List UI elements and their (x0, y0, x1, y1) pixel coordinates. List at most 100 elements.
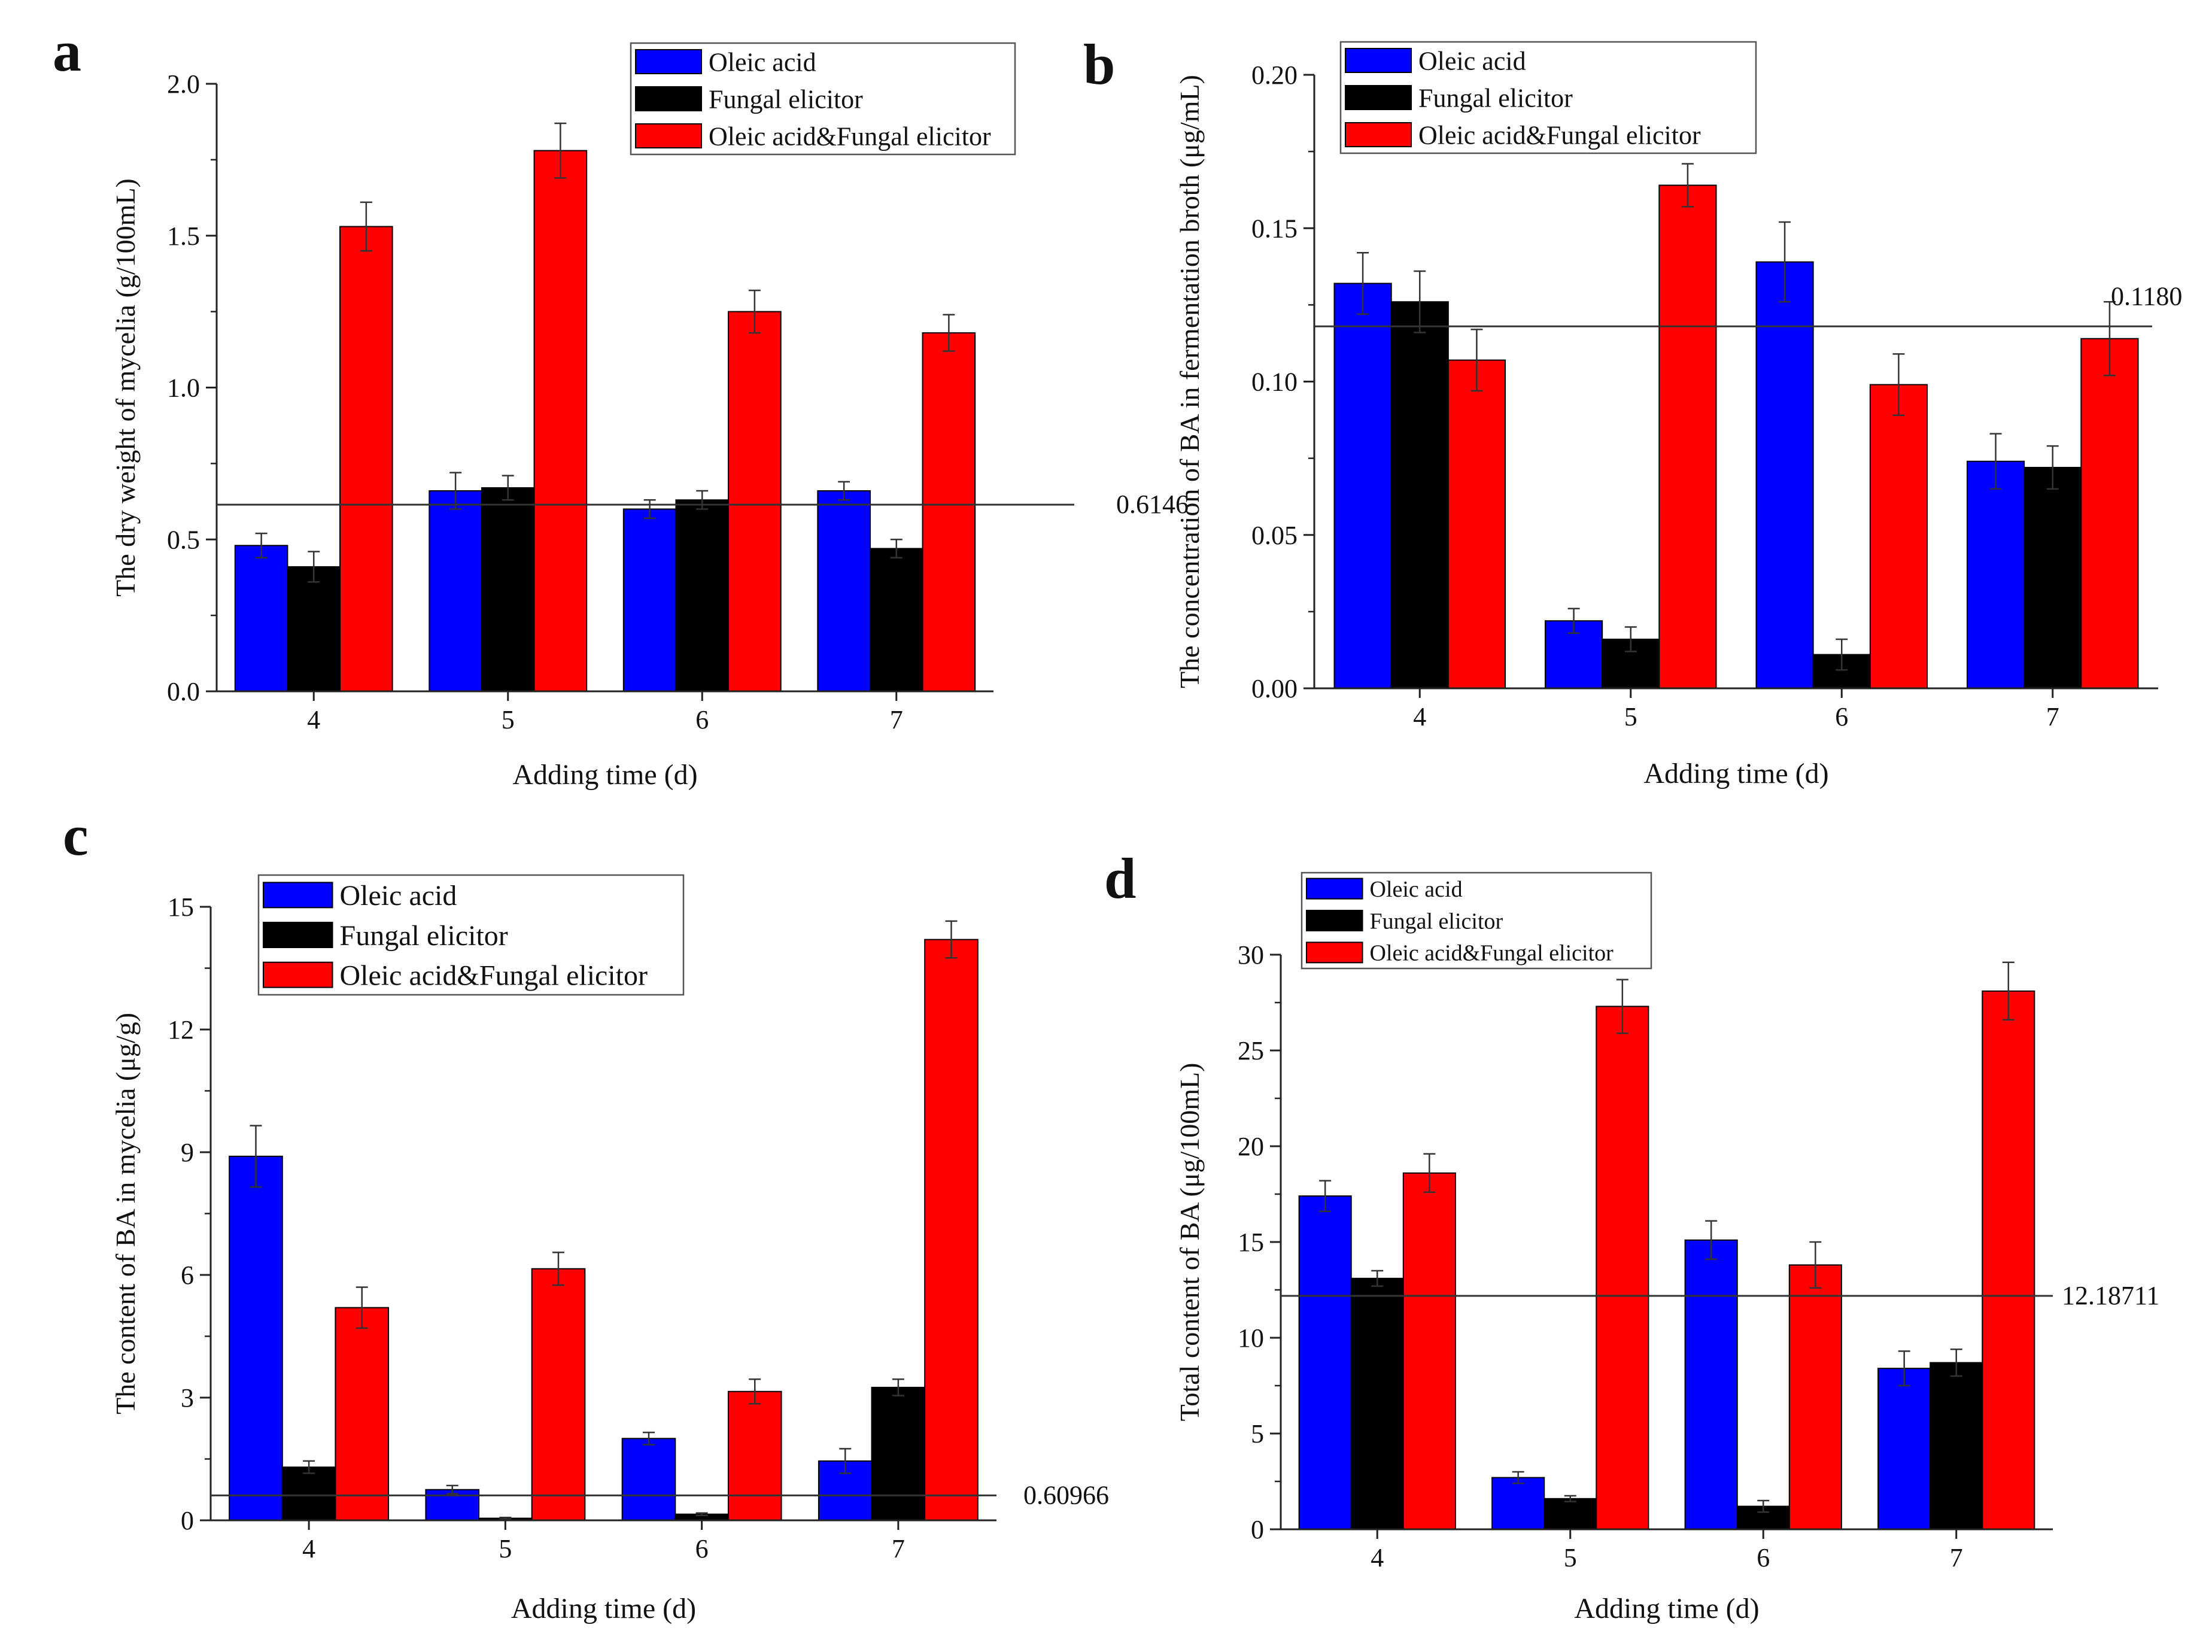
error-bar-oleic-acid-5 (1512, 1471, 1524, 1484)
bar-oleic-fungal-6 (727, 1390, 782, 1521)
bar-oleic-acid-4 (229, 1155, 283, 1522)
bar-oleic-fungal-7 (922, 332, 976, 692)
bar-oleic-acid-7 (818, 1460, 873, 1522)
error-bar-oleic-fungal-5 (1681, 163, 1694, 208)
y-tick-label: 6 (181, 1261, 194, 1290)
legend-label-oleic-fungal: Oleic acid&Fungal elicitor (1418, 120, 1701, 150)
error-bar-oleic-acid-6 (1779, 221, 1791, 303)
error-bar-oleic-fungal-7 (943, 314, 955, 352)
legend-swatch-oleic-acid (263, 882, 333, 909)
y-axis-label: Total content of BA (μg/100mL) (1174, 1063, 1205, 1422)
bar-oleic-fungal-6 (1869, 384, 1928, 689)
error-bar-fungal-elicitor-7 (890, 539, 903, 558)
error-bar-oleic-acid-7 (838, 481, 850, 501)
error-bar-oleic-acid-6 (642, 1431, 655, 1445)
y-axis-label: The content of BA in mycelia (μg/g) (110, 1013, 141, 1414)
panel-letter: c (63, 803, 89, 867)
error-bar-oleic-acid-6 (1705, 1220, 1718, 1261)
y-tick-label: 1.0 (167, 373, 200, 403)
error-bar-oleic-fungal-6 (1892, 353, 1905, 417)
bar-oleic-fungal-4 (335, 1307, 390, 1522)
y-tick-label: 0.10 (1251, 368, 1298, 397)
legend-swatch-oleic-acid (1345, 48, 1412, 73)
x-tick-label: 6 (1835, 702, 1848, 731)
legend-swatch-oleic-fungal (1345, 122, 1412, 147)
y-tick-label: 1.5 (167, 221, 200, 251)
error-bar-oleic-fungal-5 (552, 1252, 565, 1286)
bar-oleic-fungal-4 (1447, 359, 1506, 689)
error-bar-fungal-elicitor-6 (1757, 1499, 1770, 1513)
error-bar-oleic-fungal-4 (356, 1286, 368, 1329)
bar-oleic-acid-7 (1966, 460, 2025, 689)
panel-letter: b (1083, 32, 1115, 96)
y-tick-label: 3 (181, 1383, 194, 1413)
bar-oleic-acid-4 (1298, 1195, 1352, 1530)
bar-fungal-elicitor-7 (869, 548, 923, 692)
error-bar-fungal-elicitor-4 (1414, 270, 1426, 333)
x-axis-label: Adding time (d) (511, 1593, 696, 1624)
bar-fungal-elicitor-4 (1350, 1277, 1404, 1530)
y-tick-label: 0.5 (167, 525, 200, 554)
legend-label-oleic-acid: Oleic acid (1370, 877, 1463, 902)
y-axis-label: The concentration of BA in fermentation … (1174, 75, 1205, 688)
bar-oleic-acid-6 (1684, 1239, 1738, 1530)
bar-oleic-acid-4 (1333, 283, 1392, 689)
x-tick-label: 7 (890, 705, 903, 734)
error-bar-oleic-fungal-4 (1423, 1153, 1436, 1194)
bar-oleic-fungal-5 (1596, 1006, 1649, 1530)
y-tick-label: 0.00 (1251, 674, 1298, 703)
legend-label-fungal-elicitor: Fungal elicitor (340, 920, 508, 952)
bar-oleic-fungal-7 (2080, 338, 2139, 689)
bar-fungal-elicitor-7 (871, 1386, 926, 1522)
legend: Oleic acid Fungal elicitor Oleic acid&Fung… (1301, 871, 1652, 970)
bar-oleic-fungal-5 (533, 150, 588, 692)
y-tick-label: 0.15 (1251, 214, 1298, 243)
bar-fungal-elicitor-4 (1390, 301, 1449, 689)
bar-oleic-fungal-5 (531, 1268, 586, 1521)
legend-swatch-fungal-elicitor (1345, 85, 1412, 110)
y-tick-label: 2.0 (167, 69, 200, 99)
legend-label-oleic-acid: Oleic acid (340, 880, 457, 912)
panel-letter: a (53, 19, 81, 83)
bar-fungal-elicitor-7 (1930, 1362, 1983, 1530)
bar-oleic-fungal-6 (1788, 1264, 1842, 1530)
bar-oleic-acid-7 (817, 490, 871, 692)
error-bar-oleic-fungal-4 (360, 201, 372, 252)
y-tick-label: 9 (181, 1138, 194, 1167)
error-bar-oleic-acid-7 (1898, 1350, 1910, 1387)
bar-fungal-elicitor-4 (287, 566, 341, 692)
y-tick-label: 0.05 (1251, 521, 1298, 550)
reference-line-label: 0.6146 (1116, 490, 1189, 519)
legend-label-oleic-fungal: Oleic acid&Fungal elicitor (340, 959, 648, 991)
legend-swatch-oleic-acid (635, 49, 702, 74)
bar-fungal-elicitor-5 (481, 487, 535, 692)
chart-panel-c: 0 3 6 9 12 15 4 5 6 7 Adding time (d) The content o… (63, 803, 1109, 1624)
y-tick-label: 0 (1251, 1515, 1264, 1544)
bar-oleic-acid-6 (621, 1438, 676, 1521)
error-bar-oleic-acid-6 (643, 499, 656, 519)
x-tick-label: 5 (502, 705, 515, 734)
bar-oleic-fungal-7 (924, 939, 979, 1521)
x-tick-label: 4 (307, 705, 320, 734)
legend-label-oleic-fungal: Oleic acid&Fungal elicitor (709, 122, 991, 151)
x-tick-label: 4 (1371, 1543, 1384, 1572)
bar-oleic-acid-6 (622, 508, 677, 692)
error-bar-fungal-elicitor-4 (1371, 1270, 1384, 1287)
error-bar-fungal-elicitor-7 (2046, 445, 2059, 490)
y-tick-label: 12 (168, 1015, 194, 1044)
x-axis-label: Adding time (d) (512, 759, 697, 791)
error-bar-fungal-elicitor-5 (1564, 1495, 1576, 1502)
error-bar-oleic-acid-7 (1989, 433, 2002, 490)
x-axis-label: Adding time (d) (1643, 758, 1828, 789)
error-bar-fungal-elicitor-4 (308, 551, 320, 583)
error-bar-oleic-fungal-6 (1809, 1241, 1822, 1289)
x-tick-label: 5 (499, 1534, 512, 1563)
bar-fungal-elicitor-4 (281, 1466, 336, 1522)
chart-panel-d: 0 5 10 15 20 25 30 4 5 6 7 Adding time (d) Total con… (1104, 846, 2159, 1624)
bar-oleic-fungal-7 (1982, 990, 2035, 1530)
legend-swatch-oleic-fungal (263, 961, 333, 988)
x-tick-label: 4 (1413, 702, 1426, 731)
y-tick-label: 30 (1238, 940, 1264, 970)
error-bar-fungal-elicitor-5 (502, 475, 514, 501)
bar-oleic-fungal-6 (728, 311, 782, 692)
